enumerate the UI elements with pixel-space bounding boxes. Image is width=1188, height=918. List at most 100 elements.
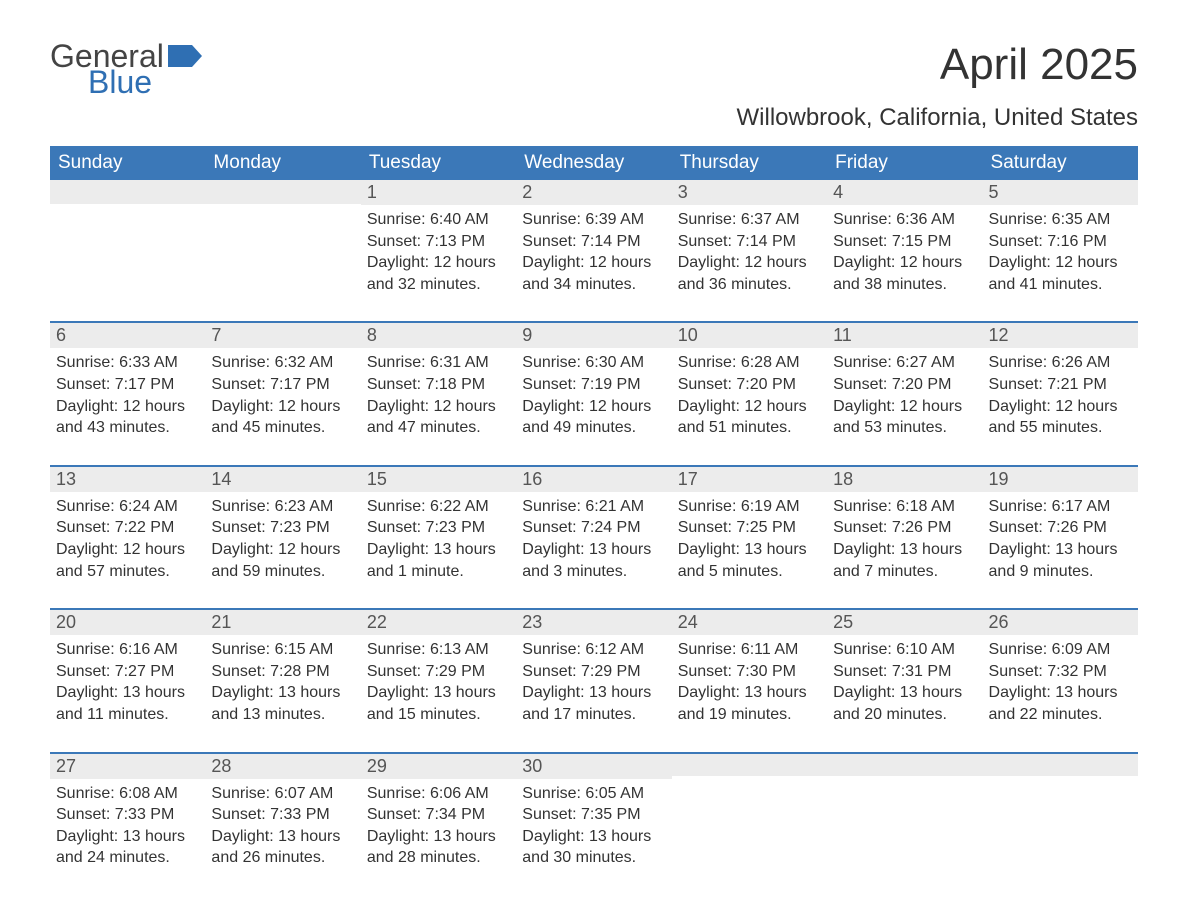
calendar-day-cell: 14Sunrise: 6:23 AMSunset: 7:23 PMDayligh… <box>205 465 360 608</box>
sunrise-text: Sunrise: 6:08 AM <box>56 783 199 805</box>
day-body: Sunrise: 6:15 AMSunset: 7:28 PMDaylight:… <box>205 635 360 751</box>
day-number: 13 <box>50 465 205 492</box>
daylight1-text: Daylight: 12 hours <box>833 396 976 418</box>
sunrise-text: Sunrise: 6:15 AM <box>211 639 354 661</box>
daylight1-text: Daylight: 13 hours <box>522 682 665 704</box>
sunset-text: Sunset: 7:34 PM <box>367 804 510 826</box>
calendar-day-cell: 18Sunrise: 6:18 AMSunset: 7:26 PMDayligh… <box>827 465 982 608</box>
day-body: Sunrise: 6:36 AMSunset: 7:15 PMDaylight:… <box>827 205 982 321</box>
sunrise-text: Sunrise: 6:39 AM <box>522 209 665 231</box>
day-body <box>50 204 205 314</box>
day-number: 20 <box>50 608 205 635</box>
calendar-week-row: 6Sunrise: 6:33 AMSunset: 7:17 PMDaylight… <box>50 321 1138 464</box>
weekday-header: Monday <box>205 146 360 180</box>
sunrise-text: Sunrise: 6:37 AM <box>678 209 821 231</box>
calendar-day-cell: 12Sunrise: 6:26 AMSunset: 7:21 PMDayligh… <box>983 321 1138 464</box>
sunset-text: Sunset: 7:27 PM <box>56 661 199 683</box>
day-number: 26 <box>983 608 1138 635</box>
day-body: Sunrise: 6:07 AMSunset: 7:33 PMDaylight:… <box>205 779 360 895</box>
day-number: 11 <box>827 321 982 348</box>
day-body: Sunrise: 6:19 AMSunset: 7:25 PMDaylight:… <box>672 492 827 608</box>
day-number: 21 <box>205 608 360 635</box>
day-number <box>50 180 205 204</box>
sunrise-text: Sunrise: 6:28 AM <box>678 352 821 374</box>
day-number <box>672 752 827 776</box>
daylight2-text: and 38 minutes. <box>833 274 976 296</box>
sunset-text: Sunset: 7:21 PM <box>989 374 1132 396</box>
sunset-text: Sunset: 7:13 PM <box>367 231 510 253</box>
weekday-header-row: Sunday Monday Tuesday Wednesday Thursday… <box>50 146 1138 180</box>
day-body: Sunrise: 6:37 AMSunset: 7:14 PMDaylight:… <box>672 205 827 321</box>
daylight2-text: and 1 minute. <box>367 561 510 583</box>
day-number: 28 <box>205 752 360 779</box>
calendar-day-cell: 6Sunrise: 6:33 AMSunset: 7:17 PMDaylight… <box>50 321 205 464</box>
daylight1-text: Daylight: 12 hours <box>56 396 199 418</box>
day-number: 22 <box>361 608 516 635</box>
sunset-text: Sunset: 7:14 PM <box>678 231 821 253</box>
daylight2-text: and 32 minutes. <box>367 274 510 296</box>
calendar-day-cell: 1Sunrise: 6:40 AMSunset: 7:13 PMDaylight… <box>361 180 516 321</box>
day-body: Sunrise: 6:17 AMSunset: 7:26 PMDaylight:… <box>983 492 1138 608</box>
day-body: Sunrise: 6:09 AMSunset: 7:32 PMDaylight:… <box>983 635 1138 751</box>
daylight2-text: and 24 minutes. <box>56 847 199 869</box>
day-body: Sunrise: 6:13 AMSunset: 7:29 PMDaylight:… <box>361 635 516 751</box>
day-body: Sunrise: 6:21 AMSunset: 7:24 PMDaylight:… <box>516 492 671 608</box>
calendar-day-cell: 9Sunrise: 6:30 AMSunset: 7:19 PMDaylight… <box>516 321 671 464</box>
calendar-day-cell: 22Sunrise: 6:13 AMSunset: 7:29 PMDayligh… <box>361 608 516 751</box>
sunrise-text: Sunrise: 6:21 AM <box>522 496 665 518</box>
day-number: 16 <box>516 465 671 492</box>
sunset-text: Sunset: 7:24 PM <box>522 517 665 539</box>
calendar-day-cell: 16Sunrise: 6:21 AMSunset: 7:24 PMDayligh… <box>516 465 671 608</box>
day-body <box>827 776 982 886</box>
weekday-header: Thursday <box>672 146 827 180</box>
sunset-text: Sunset: 7:28 PM <box>211 661 354 683</box>
daylight1-text: Daylight: 13 hours <box>211 826 354 848</box>
location-text: Willowbrook, California, United States <box>50 104 1138 132</box>
daylight1-text: Daylight: 12 hours <box>367 252 510 274</box>
sunrise-text: Sunrise: 6:12 AM <box>522 639 665 661</box>
day-number <box>827 752 982 776</box>
sunset-text: Sunset: 7:25 PM <box>678 517 821 539</box>
calendar-day-cell: 21Sunrise: 6:15 AMSunset: 7:28 PMDayligh… <box>205 608 360 751</box>
daylight1-text: Daylight: 13 hours <box>833 539 976 561</box>
brand-logo: General Blue <box>50 40 202 98</box>
daylight2-text: and 45 minutes. <box>211 417 354 439</box>
day-number: 4 <box>827 180 982 205</box>
daylight2-text: and 20 minutes. <box>833 704 976 726</box>
day-number <box>205 180 360 204</box>
calendar-day-cell: 26Sunrise: 6:09 AMSunset: 7:32 PMDayligh… <box>983 608 1138 751</box>
sunset-text: Sunset: 7:33 PM <box>56 804 199 826</box>
daylight1-text: Daylight: 13 hours <box>522 826 665 848</box>
sunset-text: Sunset: 7:29 PM <box>522 661 665 683</box>
sunrise-text: Sunrise: 6:07 AM <box>211 783 354 805</box>
daylight2-text: and 7 minutes. <box>833 561 976 583</box>
daylight2-text: and 57 minutes. <box>56 561 199 583</box>
daylight1-text: Daylight: 13 hours <box>211 682 354 704</box>
sunrise-text: Sunrise: 6:36 AM <box>833 209 976 231</box>
day-number: 30 <box>516 752 671 779</box>
calendar-day-cell: 24Sunrise: 6:11 AMSunset: 7:30 PMDayligh… <box>672 608 827 751</box>
day-body: Sunrise: 6:39 AMSunset: 7:14 PMDaylight:… <box>516 205 671 321</box>
day-body: Sunrise: 6:26 AMSunset: 7:21 PMDaylight:… <box>983 348 1138 464</box>
sunrise-text: Sunrise: 6:31 AM <box>367 352 510 374</box>
sunset-text: Sunset: 7:17 PM <box>211 374 354 396</box>
calendar-day-cell: 17Sunrise: 6:19 AMSunset: 7:25 PMDayligh… <box>672 465 827 608</box>
sunrise-text: Sunrise: 6:22 AM <box>367 496 510 518</box>
day-body: Sunrise: 6:16 AMSunset: 7:27 PMDaylight:… <box>50 635 205 751</box>
day-body <box>983 776 1138 886</box>
daylight1-text: Daylight: 13 hours <box>367 682 510 704</box>
calendar-day-cell: 11Sunrise: 6:27 AMSunset: 7:20 PMDayligh… <box>827 321 982 464</box>
day-body: Sunrise: 6:30 AMSunset: 7:19 PMDaylight:… <box>516 348 671 464</box>
daylight1-text: Daylight: 12 hours <box>989 396 1132 418</box>
daylight1-text: Daylight: 12 hours <box>678 252 821 274</box>
calendar-day-cell: 7Sunrise: 6:32 AMSunset: 7:17 PMDaylight… <box>205 321 360 464</box>
sunrise-text: Sunrise: 6:09 AM <box>989 639 1132 661</box>
day-number: 6 <box>50 321 205 348</box>
sunset-text: Sunset: 7:18 PM <box>367 374 510 396</box>
weekday-header: Saturday <box>983 146 1138 180</box>
day-body: Sunrise: 6:12 AMSunset: 7:29 PMDaylight:… <box>516 635 671 751</box>
sunrise-text: Sunrise: 6:23 AM <box>211 496 354 518</box>
day-number: 18 <box>827 465 982 492</box>
daylight1-text: Daylight: 12 hours <box>522 252 665 274</box>
daylight1-text: Daylight: 13 hours <box>989 682 1132 704</box>
